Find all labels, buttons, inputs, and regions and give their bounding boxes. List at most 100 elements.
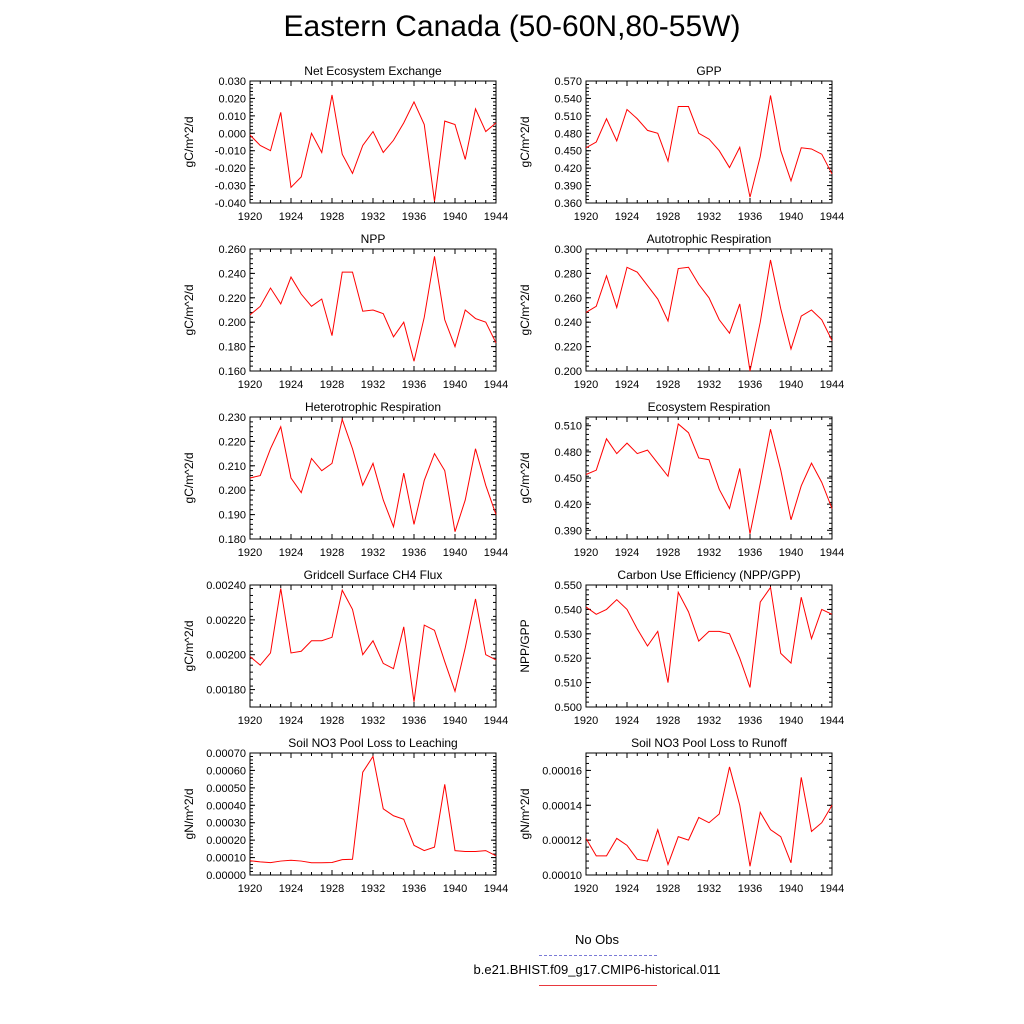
x-tick-label: 1928 — [320, 547, 344, 559]
y-tick-label: 0.160 — [218, 366, 246, 378]
x-tick-label: 1944 — [820, 547, 844, 559]
x-tick-label: 1940 — [779, 715, 803, 727]
chart-title: NPP — [361, 232, 386, 246]
y-tick-label: 0.00014 — [542, 800, 582, 812]
y-tick-label: 0.390 — [554, 525, 582, 537]
x-tick-label: 1940 — [443, 211, 467, 223]
chart-panel-8: Soil NO3 Pool Loss to Leaching 1920 1924 19… — [182, 736, 508, 895]
series-line-0 — [249, 588, 497, 702]
legend-line-model-run — [539, 985, 657, 986]
plot-frame — [249, 584, 497, 708]
x-tick-label: 1936 — [402, 547, 426, 559]
x-tick-label: 1920 — [238, 883, 262, 895]
y-axis-label: gC/m^2/d — [182, 453, 196, 504]
y-tick-label: 0.00010 — [206, 853, 246, 865]
y-tick-label: 0.000 — [218, 128, 246, 140]
plot-frame — [585, 752, 833, 876]
series-line-0 — [585, 259, 833, 372]
chart-title: Soil NO3 Pool Loss to Leaching — [288, 736, 457, 750]
x-tick-label: 1920 — [238, 715, 262, 727]
figure-title: Eastern Canada (50-60N,80-55W) — [283, 10, 741, 43]
x-tick-label: 1936 — [738, 379, 762, 391]
y-tick-label: 0.480 — [554, 447, 582, 459]
chart-title: Carbon Use Efficiency (NPP/GPP) — [617, 568, 800, 582]
chart-panel-4: Heterotrophic Respiration 1920 1924 1928 193… — [182, 400, 508, 559]
y-axis-label: NPP/GPP — [518, 619, 532, 672]
plot-frame — [585, 416, 833, 540]
y-tick-label: 0.530 — [554, 629, 582, 641]
x-tick-label: 1936 — [738, 547, 762, 559]
x-tick-label: 1928 — [320, 715, 344, 727]
y-tick-label: 0.510 — [554, 678, 582, 690]
plot-frame — [585, 584, 833, 708]
x-tick-label: 1920 — [574, 547, 598, 559]
y-tick-label: 0.510 — [554, 111, 582, 123]
x-tick-label: 1944 — [484, 715, 508, 727]
x-tick-label: 1936 — [402, 883, 426, 895]
y-tick-label: 0.240 — [554, 317, 582, 329]
y-tick-label: 0.030 — [218, 76, 246, 88]
x-tick-label: 1928 — [656, 211, 680, 223]
y-tick-label: 0.230 — [218, 412, 246, 424]
plot-frame — [249, 80, 497, 204]
x-tick-label: 1928 — [320, 211, 344, 223]
x-tick-label: 1944 — [484, 883, 508, 895]
x-tick-label: 1936 — [402, 379, 426, 391]
y-axis-label: gC/m^2/d — [182, 285, 196, 336]
x-tick-label: 1940 — [443, 883, 467, 895]
y-axis-label: gC/m^2/d — [182, 117, 196, 168]
y-axis-label: gC/m^2/d — [518, 453, 532, 504]
x-tick-label: 1936 — [738, 715, 762, 727]
y-tick-label: 0.020 — [218, 93, 246, 105]
y-axis-label: gN/m^2/d — [518, 789, 532, 840]
x-tick-label: 1920 — [238, 211, 262, 223]
y-tick-label: 0.00050 — [206, 783, 246, 795]
chart-title: Autotrophic Respiration — [647, 232, 772, 246]
chart-title: Soil NO3 Pool Loss to Runoff — [631, 736, 788, 750]
y-tick-label: 0.200 — [554, 366, 582, 378]
x-tick-label: 1932 — [361, 715, 385, 727]
x-tick-label: 1944 — [484, 211, 508, 223]
x-tick-label: 1920 — [574, 211, 598, 223]
series-line-0 — [249, 94, 497, 202]
x-tick-label: 1932 — [697, 715, 721, 727]
series-line-0 — [585, 423, 833, 534]
y-tick-label: 0.00020 — [206, 835, 246, 847]
x-tick-label: 1932 — [361, 211, 385, 223]
y-tick-label: 0.420 — [554, 499, 582, 511]
y-axis-label: gN/m^2/d — [182, 789, 196, 840]
legend-label-model-run: b.e21.BHIST.f09_g17.CMIP6-historical.011 — [473, 962, 721, 977]
y-tick-label: 0.300 — [554, 244, 582, 256]
chart-title: Gridcell Surface CH4 Flux — [304, 568, 443, 582]
x-tick-label: 1944 — [484, 547, 508, 559]
y-tick-label: 0.220 — [554, 342, 582, 354]
x-tick-label: 1928 — [656, 883, 680, 895]
x-tick-label: 1920 — [238, 379, 262, 391]
y-tick-label: 0.260 — [218, 244, 246, 256]
chart-panel-9: Soil NO3 Pool Loss to Runoff 1920 1924 1928… — [518, 736, 844, 895]
y-tick-label: 0.480 — [554, 128, 582, 140]
x-tick-label: 1932 — [697, 379, 721, 391]
y-tick-label: 0.00220 — [206, 615, 246, 627]
chart-panel-1: GPP 1920 1924 1928 1932 1936 1940 1944 0.360 0.39… — [518, 64, 844, 223]
x-tick-label: 1932 — [697, 547, 721, 559]
x-tick-label: 1920 — [574, 883, 598, 895]
y-tick-label: 0.180 — [218, 342, 246, 354]
y-tick-label: 0.00180 — [206, 685, 246, 697]
x-tick-label: 1940 — [779, 211, 803, 223]
y-tick-label: 0.180 — [218, 534, 246, 546]
x-tick-label: 1944 — [820, 715, 844, 727]
x-tick-label: 1928 — [320, 883, 344, 895]
x-tick-label: 1940 — [443, 379, 467, 391]
x-tick-label: 1924 — [615, 211, 639, 223]
x-tick-label: 1932 — [697, 883, 721, 895]
y-tick-label: -0.020 — [215, 163, 246, 175]
x-tick-label: 1936 — [738, 883, 762, 895]
y-tick-label: 0.550 — [554, 580, 582, 592]
x-tick-label: 1924 — [279, 211, 303, 223]
y-tick-label: 0.200 — [218, 485, 246, 497]
plot-frame — [249, 752, 497, 876]
chart-panel-6: Gridcell Surface CH4 Flux 1920 1924 1928 193… — [182, 568, 508, 727]
x-tick-label: 1944 — [820, 379, 844, 391]
x-tick-label: 1920 — [238, 547, 262, 559]
